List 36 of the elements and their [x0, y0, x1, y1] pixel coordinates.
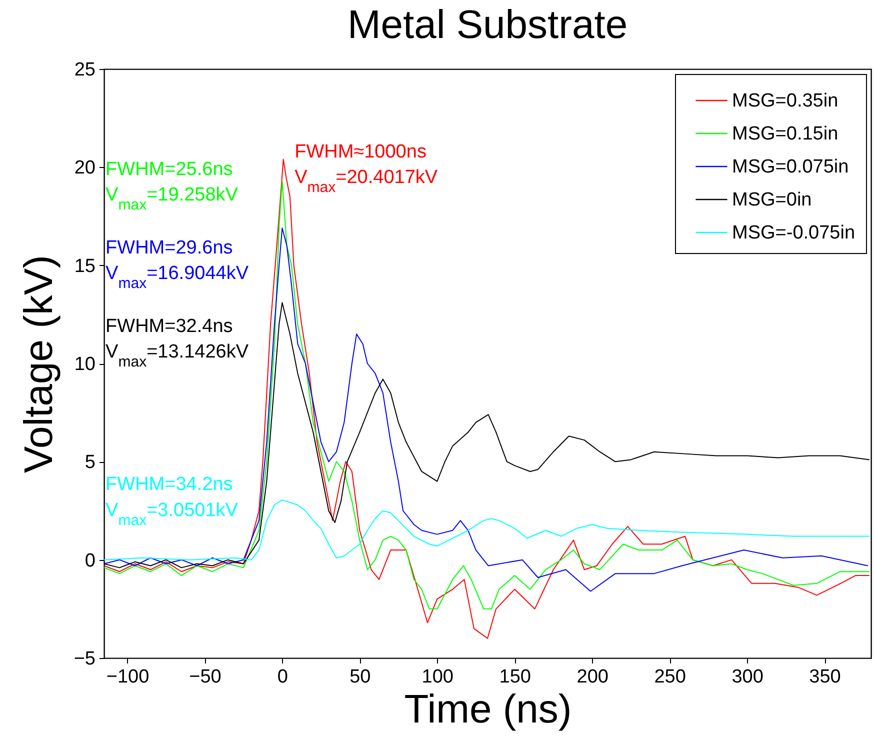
y-axis-title: Voltage (kV)	[16, 255, 61, 473]
y-tick-label: 10	[74, 354, 96, 375]
x-tick-label: 300	[732, 666, 764, 688]
annotation: FWHM=25.6ns	[106, 159, 233, 180]
legend-label: MSG=-0.075in	[732, 222, 856, 244]
x-tick-label: 350	[809, 666, 841, 688]
x-tick-label: 100	[422, 666, 454, 688]
y-tick-label: 20	[74, 158, 96, 179]
x-tick-label: 0	[277, 666, 288, 688]
x-tick-label: −50	[189, 666, 222, 688]
annotation: V$_{max}$=3.0501kV	[106, 500, 238, 528]
x-tick-label: 50	[350, 666, 371, 688]
annotation: V$_{max}$=13.1426kV	[106, 342, 249, 370]
chart-title: Metal Substrate	[347, 3, 628, 47]
x-axis-title: Time (ns)	[404, 688, 572, 732]
legend-label: MSG=0.35in	[732, 90, 838, 112]
x-tick-label: 250	[654, 666, 686, 688]
legend-label: MSG=0.075in	[732, 156, 849, 178]
y-tick-label: −5	[74, 648, 96, 670]
annotation: V$_{max}$=16.9044kV	[106, 263, 249, 292]
legend-label: MSG=0in	[732, 190, 812, 210]
annotation: FWHM=34.2ns	[106, 474, 233, 496]
line-series	[104, 499, 870, 560]
legend-label: MSG=0.15in	[732, 124, 838, 144]
annotation: V$_{max}$=19.258kV	[106, 184, 238, 214]
y-tick-label: 25	[74, 60, 96, 80]
annotation: FWHM=29.6ns	[106, 238, 233, 259]
annotation: FWHM=32.4ns	[106, 316, 233, 338]
annotation: V$_{max}$=20.4017kV	[294, 166, 438, 196]
y-tick-label: 5	[84, 452, 96, 474]
x-tick-label: −100	[106, 666, 150, 688]
y-tick-label: 15	[74, 256, 96, 277]
x-tick-label: 150	[499, 666, 531, 688]
y-tick-label: 0	[84, 550, 96, 572]
annotation: FWHM≈1000ns	[294, 141, 426, 162]
x-tick-label: 200	[576, 666, 608, 688]
